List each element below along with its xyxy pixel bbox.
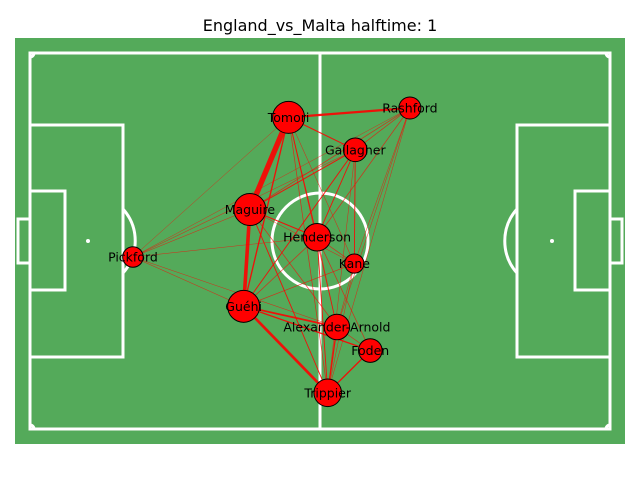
- left-penalty-spot: [86, 239, 90, 243]
- player-label-alexander-arnold: Alexander-Arnold: [283, 320, 390, 335]
- player-node-guehi: [227, 289, 261, 323]
- corner-arc-bottom-right: [604, 423, 611, 430]
- pass-edge-maguire-alexander-arnold: [249, 209, 338, 328]
- pass-edge-tomori-alexander-arnold: [288, 117, 338, 328]
- corner-arc-top-left: [29, 52, 36, 59]
- player-label-tomori: Tomori: [267, 110, 310, 125]
- pass-edge-guehi-foden: [242, 305, 371, 352]
- player-node-kane: [344, 253, 365, 274]
- pass-edge-kane-guehi: [243, 263, 355, 307]
- pass-edge-maguire-kane: [249, 209, 355, 264]
- player-label-guehi: Guéhi: [225, 299, 262, 314]
- player-label-maguire: Maguire: [225, 202, 276, 217]
- pass-edge-henderson-foden: [316, 236, 371, 351]
- right-penalty-spot: [550, 239, 554, 243]
- right-penalty-arc: [503, 208, 519, 274]
- pass-edge-pickford-guehi: [132, 256, 244, 307]
- pass-edge-gallagher-kane: [353, 149, 356, 265]
- pass-edge-rashford-alexander-arnold: [336, 107, 411, 328]
- player-node-trippier: [313, 378, 343, 408]
- pass-edge-rashford-kane: [354, 107, 411, 264]
- left-penalty-arc: [121, 208, 137, 274]
- pass-edge-henderson-trippier: [316, 236, 329, 394]
- player-label-henderson: Henderson: [283, 230, 351, 245]
- pitch: [15, 38, 625, 444]
- player-node-rashford: [398, 96, 422, 120]
- player-node-alexander-arnold: [323, 313, 351, 341]
- pass-edge-pickford-tomori: [132, 117, 289, 258]
- player-label-foden: Foden: [351, 343, 389, 358]
- player-nodes: [122, 96, 422, 408]
- pass-edge-henderson-guehi: [243, 236, 318, 307]
- pass-edge-tomori-maguire: [247, 114, 292, 213]
- left-goal: [16, 217, 32, 265]
- player-node-tomori: [272, 100, 306, 134]
- pass-edge-maguire-trippier: [249, 209, 329, 394]
- center-circle: [270, 191, 370, 291]
- pass-edge-guehi-trippier: [242, 304, 330, 395]
- player-label-rashford: Rashford: [382, 100, 437, 115]
- pass-edge-pickford-henderson: [132, 236, 318, 258]
- pass-edge-gallagher-trippier: [327, 149, 356, 394]
- pass-edge-tomori-kane: [288, 117, 355, 264]
- pass-edge-pickford-alexander-arnold: [132, 256, 338, 328]
- player-node-gallagher: [342, 137, 368, 163]
- pass-edge-rashford-maguire: [249, 107, 411, 210]
- pass-edges: [132, 106, 412, 395]
- player-label-pickford: Pickford: [108, 249, 158, 264]
- pass-edge-tomori-trippier: [288, 117, 329, 394]
- player-node-foden: [357, 338, 383, 363]
- player-node-pickford: [122, 246, 144, 268]
- player-label-trippier: Trippier: [303, 385, 351, 400]
- corner-arc-bottom-left: [29, 423, 36, 430]
- pass-edge-pickford-maguire: [132, 209, 251, 258]
- player-node-henderson: [302, 222, 332, 252]
- player-label-gallagher: Gallagher: [325, 142, 386, 157]
- pass-edge-tomori-rashford: [287, 106, 412, 119]
- player-node-maguire: [233, 193, 267, 227]
- right-goal: [608, 217, 624, 265]
- corner-arc-top-right: [604, 52, 611, 59]
- player-labels: Tomori Rashford Gallagher Maguire Henderson P…: [108, 100, 438, 400]
- pass-edge-gallagher-guehi: [243, 149, 356, 307]
- pass-edge-rashford-trippier: [327, 107, 411, 394]
- player-label-kane: Kane: [339, 256, 371, 271]
- pass-edge-pickford-rashford: [132, 107, 411, 258]
- chart-title: England_vs_Malta halftime: 1: [203, 16, 438, 36]
- pass-edge-gallagher-henderson: [316, 149, 356, 238]
